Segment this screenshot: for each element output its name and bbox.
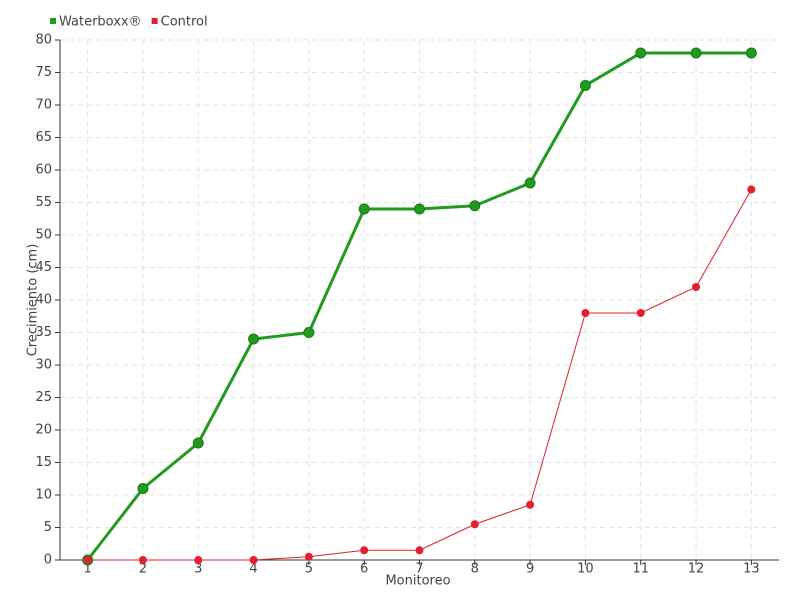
data-point — [469, 200, 481, 212]
data-point — [745, 47, 757, 59]
x-tick-label: 3 — [194, 562, 202, 577]
y-tick-label: 70 — [35, 98, 52, 113]
data-point — [526, 500, 535, 509]
y-tick-label: 80 — [35, 33, 52, 48]
data-point — [747, 185, 756, 194]
x-tick-label: 10 — [577, 562, 594, 577]
data-point — [192, 437, 204, 449]
y-tick-label: 45 — [35, 260, 52, 275]
x-tick-label: 9 — [526, 562, 534, 577]
data-point — [581, 309, 590, 317]
y-axis-label: Crecimiento (cm) — [26, 244, 41, 357]
data-point — [636, 309, 645, 317]
x-tick-label: 8 — [471, 562, 479, 577]
y-tick-label: 50 — [35, 228, 52, 243]
y-tick-label: 10 — [35, 488, 52, 503]
legend-swatch — [50, 18, 56, 24]
data-point — [415, 546, 424, 555]
x-tick-label: 13 — [743, 562, 760, 577]
y-tick-label: 65 — [35, 130, 52, 145]
x-axis-label: Monitoreo — [385, 574, 450, 589]
data-point — [470, 520, 479, 529]
data-point — [304, 552, 313, 561]
data-point — [194, 556, 203, 564]
y-tick-label: 40 — [35, 293, 52, 308]
y-tick-label: 15 — [35, 455, 52, 470]
y-tick-label: 25 — [35, 390, 52, 405]
data-point — [692, 283, 701, 291]
y-tick-label: 60 — [35, 163, 52, 178]
data-point — [83, 556, 92, 564]
y-tick-label: 5 — [44, 520, 52, 535]
data-point — [635, 47, 647, 59]
x-tick-label: 4 — [249, 562, 257, 577]
y-tick-label: 20 — [35, 423, 52, 438]
data-point — [414, 203, 425, 215]
y-tick-label: 35 — [35, 325, 52, 340]
data-point — [138, 556, 147, 564]
data-point — [360, 546, 369, 555]
y-tick-label: 75 — [35, 65, 52, 80]
x-tick-label: 6 — [360, 562, 368, 577]
y-tick-label: 55 — [35, 195, 52, 210]
x-tick-label: 1 — [84, 562, 92, 577]
data-point — [248, 333, 260, 345]
legend-swatch — [151, 18, 158, 24]
data-point — [690, 47, 702, 59]
x-tick-label: 7 — [415, 562, 423, 577]
data-point — [249, 556, 258, 564]
data-point — [358, 203, 370, 215]
data-point — [524, 177, 536, 189]
legend-label: Waterboxx® — [59, 15, 142, 30]
y-tick-label: 0 — [44, 553, 52, 568]
x-tick-label: 5 — [305, 562, 313, 577]
data-point — [137, 483, 149, 494]
data-point — [303, 327, 315, 338]
y-tick-label: 30 — [35, 358, 52, 373]
x-tick-label: 12 — [688, 562, 705, 577]
data-point — [579, 80, 591, 91]
x-tick-label: 2 — [139, 562, 147, 577]
x-tick-label: 11 — [632, 562, 649, 577]
legend-label: Control — [161, 15, 208, 30]
